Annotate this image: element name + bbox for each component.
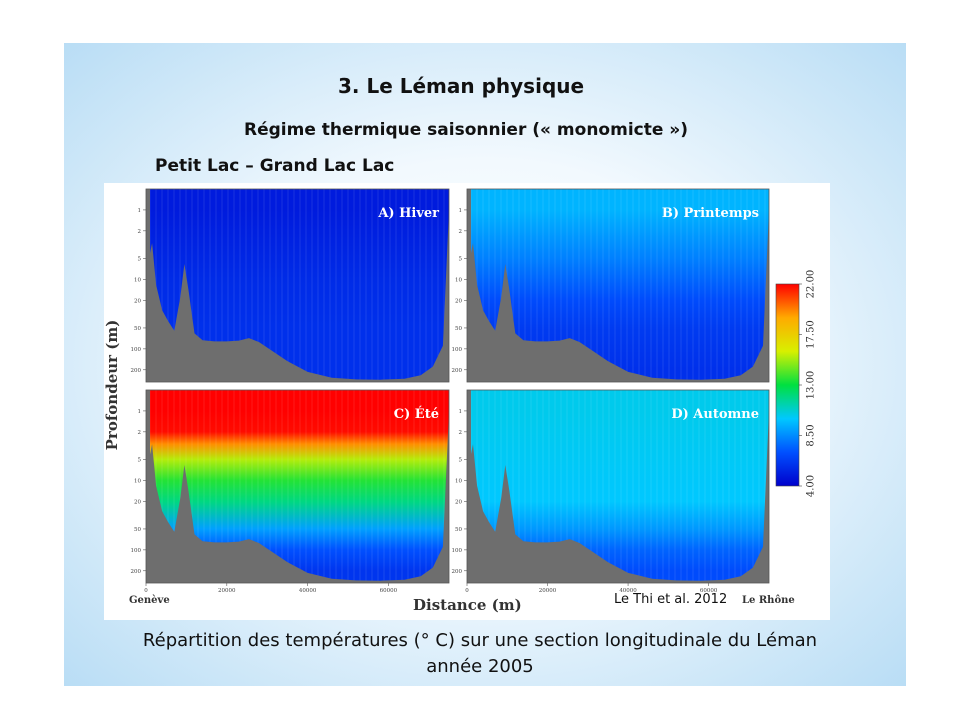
left-shore <box>146 390 150 583</box>
lake-bottom-terrain <box>467 390 769 583</box>
y-tick-label: 200 <box>131 368 142 374</box>
y-tick-label: 5 <box>138 256 142 262</box>
panel-label: B) Printemps <box>662 206 759 221</box>
y-tick-label: 2 <box>459 229 463 235</box>
citation-credit: Le Thi et al. 2012 <box>614 592 728 607</box>
colorbar-tick-label: 17.50 <box>806 320 817 349</box>
y-tick-label: 1 <box>138 208 142 214</box>
colorbar-tick-label: 8.50 <box>806 424 817 446</box>
y-tick-label: 100 <box>131 548 142 554</box>
colorbar-tick-label: 22.00 <box>806 270 817 299</box>
panel-frame <box>145 389 450 584</box>
colorbar-tick-label: 4.00 <box>806 475 817 497</box>
colorbar <box>775 283 800 487</box>
x-end-label-geneve: Genève <box>129 595 170 606</box>
y-tick-label: 20 <box>455 298 462 304</box>
y-tick-label: 10 <box>134 478 141 484</box>
colorbar-tick-label: 13.00 <box>806 371 817 400</box>
panel-label: A) Hiver <box>377 206 439 221</box>
y-tick-label: 50 <box>455 326 462 332</box>
x-end-label-rhone: Le Rhône <box>742 595 795 606</box>
y-tick-label: 5 <box>459 457 463 463</box>
panel-frame <box>145 188 450 383</box>
y-tick-label: 50 <box>455 527 462 533</box>
y-tick-label: 5 <box>138 457 142 463</box>
panel-grid-texture <box>149 189 445 382</box>
y-tick-label: 2 <box>138 430 142 436</box>
y-tick-label: 200 <box>452 569 463 575</box>
x-tick-label: 40000 <box>619 588 637 594</box>
y-tick-label: 100 <box>131 347 142 353</box>
lake-bottom-terrain <box>146 189 449 382</box>
x-tick-label: 0 <box>144 588 148 594</box>
left-shore <box>146 189 150 382</box>
slide-subtitle: Régime thermique saisonnier (« monomicte… <box>244 120 689 140</box>
y-tick-label: 1 <box>459 208 463 214</box>
x-tick-label: 60000 <box>700 588 718 594</box>
slide-title: 3. Le Léman physique <box>338 74 585 98</box>
panel-frame <box>466 389 770 584</box>
x-tick-label: 40000 <box>299 588 317 594</box>
figure-caption-line2: année 2005 <box>426 656 534 677</box>
y-tick-label: 50 <box>134 326 141 332</box>
x-tick-label: 20000 <box>218 588 236 594</box>
y-tick-label: 20 <box>134 298 141 304</box>
x-tick-label: 60000 <box>380 588 398 594</box>
y-axis-label: Profondeur (m) <box>103 319 121 451</box>
panel-label: D) Automne <box>671 407 759 422</box>
left-shore <box>467 189 471 382</box>
x-axis-label: Distance (m) <box>413 596 522 614</box>
y-tick-label: 5 <box>459 256 463 262</box>
y-tick-label: 20 <box>455 499 462 505</box>
y-tick-label: 20 <box>134 499 141 505</box>
y-tick-label: 10 <box>455 277 462 283</box>
lake-bottom-terrain <box>146 390 449 583</box>
y-tick-label: 100 <box>452 548 463 554</box>
y-tick-label: 10 <box>455 478 462 484</box>
figure-caption-line1: Répartition des températures (° C) sur u… <box>142 630 818 651</box>
y-tick-label: 1 <box>459 409 463 415</box>
section-title: Petit Lac – Grand Lac Lac <box>155 156 395 176</box>
y-tick-label: 1 <box>138 409 142 415</box>
y-tick-label: 2 <box>138 229 142 235</box>
y-tick-label: 2 <box>459 430 463 436</box>
y-tick-label: 50 <box>134 527 141 533</box>
y-tick-label: 100 <box>452 347 463 353</box>
y-tick-label: 200 <box>452 368 463 374</box>
lake-bottom-terrain <box>467 189 769 382</box>
panel-label: C) Été <box>394 406 439 422</box>
y-tick-label: 10 <box>134 277 141 283</box>
left-shore <box>467 390 471 583</box>
x-tick-label: 20000 <box>539 588 557 594</box>
x-tick-label: 0 <box>465 588 469 594</box>
panel-frame <box>466 188 770 383</box>
y-tick-label: 200 <box>131 569 142 575</box>
